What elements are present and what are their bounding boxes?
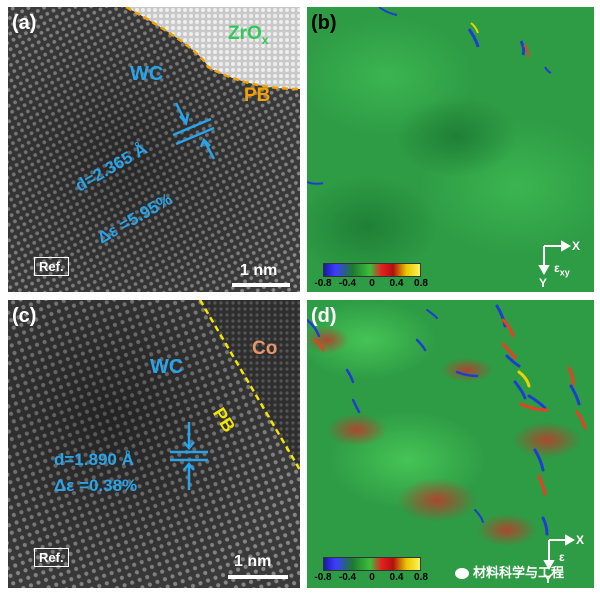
cbar-tick: 0.4	[389, 572, 404, 583]
panel-b-strain-map: (b) -0.8 -0.4 0 0.4 0.8 X Y εxy	[307, 7, 594, 292]
colorbar-b	[323, 263, 421, 277]
wechat-icon	[455, 568, 469, 580]
axis-x-label: X	[576, 533, 585, 547]
wc-label: WC	[130, 63, 164, 85]
hrtem-image-c	[8, 300, 300, 588]
co-label: Co	[252, 338, 278, 359]
component-label-d: ε	[559, 550, 565, 564]
axis-arrows-b	[538, 240, 572, 276]
watermark: 材料科学与工程	[455, 562, 564, 581]
zro-label: ZrOx	[228, 23, 269, 47]
wc-label: WC	[150, 356, 184, 378]
panel-label-b: (b)	[311, 12, 337, 34]
component-label-b: εxy	[554, 261, 570, 278]
panel-label-d: (d)	[311, 305, 337, 327]
panel-label-c: (c)	[12, 305, 37, 327]
phase-boundary-line	[198, 300, 300, 471]
cbar-tick: 0	[369, 572, 375, 583]
phase-boundary-line	[125, 7, 300, 91]
d-spacing-text: d=1.890 Å	[54, 450, 134, 469]
cbar-tick: -0.8	[314, 572, 332, 583]
cbar-tick: 0	[369, 278, 375, 289]
colorbar-d	[323, 557, 421, 571]
colorbar-ticks-d: -0.8 -0.4 0 0.4 0.8	[314, 572, 428, 584]
panel-a-hrtem-image: (a) ZrOx WC PB d=2.365 Å Δε =5.95% Ref. …	[8, 7, 300, 292]
panel-label-a: (a)	[12, 12, 37, 34]
dislocation-cores	[307, 7, 552, 185]
strain-map-d	[307, 300, 594, 588]
panel-d-strain-map: (d) -0.8 -0.4 0 0.4 0.8 X Y ε 材料科学与工程	[307, 300, 594, 588]
co-region	[200, 300, 300, 470]
d-spacing-marker	[172, 102, 216, 160]
scale-bar	[228, 575, 288, 579]
cbar-tick: 0.4	[389, 278, 404, 289]
cbar-tick: 0.8	[414, 278, 428, 289]
cbar-tick: -0.4	[338, 278, 357, 289]
axis-x-label: X	[572, 239, 581, 253]
axis-arrows-d	[543, 534, 576, 571]
pb-label: PB	[244, 85, 271, 106]
ref-box: Ref.	[34, 257, 69, 276]
strain-text: Δε =0.38%	[54, 476, 138, 495]
cbar-tick: 0.8	[414, 572, 428, 583]
axis-y-label: Y	[539, 276, 548, 290]
strain-map-b	[307, 7, 594, 292]
cbar-tick: -0.8	[314, 278, 332, 289]
hrtem-image-a	[8, 7, 300, 292]
d-spacing-marker	[170, 422, 208, 490]
scale-bar	[232, 283, 290, 287]
scale-label: 1 nm	[234, 553, 272, 570]
colorbar-ticks-b: -0.8 -0.4 0 0.4 0.8	[314, 278, 428, 290]
zro-region	[126, 7, 300, 89]
panel-c-hrtem-image: (c) Co WC PB d=1.890 Å Δε =0.38% Ref. 1 …	[8, 300, 300, 588]
cbar-tick: -0.4	[338, 572, 357, 583]
dislocation-cores	[307, 304, 587, 536]
axis-y-label: Y	[544, 572, 553, 586]
scale-label: 1 nm	[240, 262, 278, 279]
ref-box: Ref.	[34, 548, 69, 567]
